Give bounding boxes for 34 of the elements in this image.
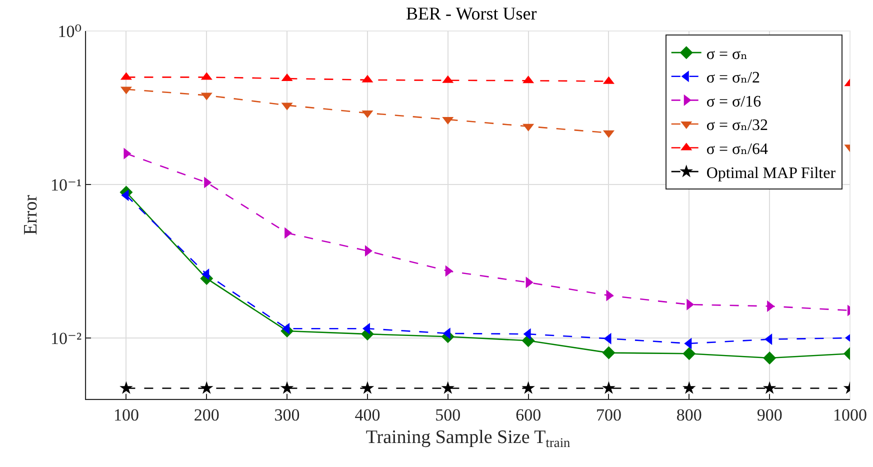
x-tick-label: 500 <box>435 405 461 424</box>
point <box>602 346 616 360</box>
y-tick-label: 10⁻¹ <box>50 175 82 194</box>
point <box>682 347 696 360</box>
x-tick-label: 800 <box>676 405 702 424</box>
x-tick-label: 600 <box>516 405 542 424</box>
x-tick-label: 900 <box>756 405 782 424</box>
point <box>441 381 455 394</box>
y-axis-title: Error <box>20 194 42 236</box>
x-tick-label: 100 <box>113 405 139 424</box>
chart-title: BER - Worst User <box>406 4 537 24</box>
legend-label: σ = σₙ <box>706 46 748 63</box>
x-tick-label: 1000 <box>833 405 867 424</box>
point <box>280 381 294 394</box>
x-tick-label: 400 <box>354 405 380 424</box>
x-tick-label: 700 <box>596 405 622 424</box>
y-tick-label: 10⁻² <box>50 328 82 348</box>
point <box>522 381 535 394</box>
x-axis-title: Training Sample Size T$_{train}$ <box>366 427 571 450</box>
legend-label: Optimal MAP Filter <box>706 164 836 182</box>
point <box>360 381 374 394</box>
y-tick-label: 10⁰ <box>58 22 82 41</box>
point <box>763 352 776 364</box>
point <box>762 381 776 394</box>
x-tick-label: 200 <box>194 405 220 424</box>
point <box>200 381 214 394</box>
legend-label: σ = σₙ/32 <box>706 117 768 134</box>
point <box>682 381 696 394</box>
point <box>120 381 133 394</box>
legend-label: σ = σ/16 <box>706 93 762 110</box>
x-tick-label: 300 <box>274 405 300 424</box>
legend-label: σ = σₙ/64 <box>706 141 768 158</box>
legend-label: σ = σₙ/2 <box>706 70 760 87</box>
point <box>602 381 616 394</box>
